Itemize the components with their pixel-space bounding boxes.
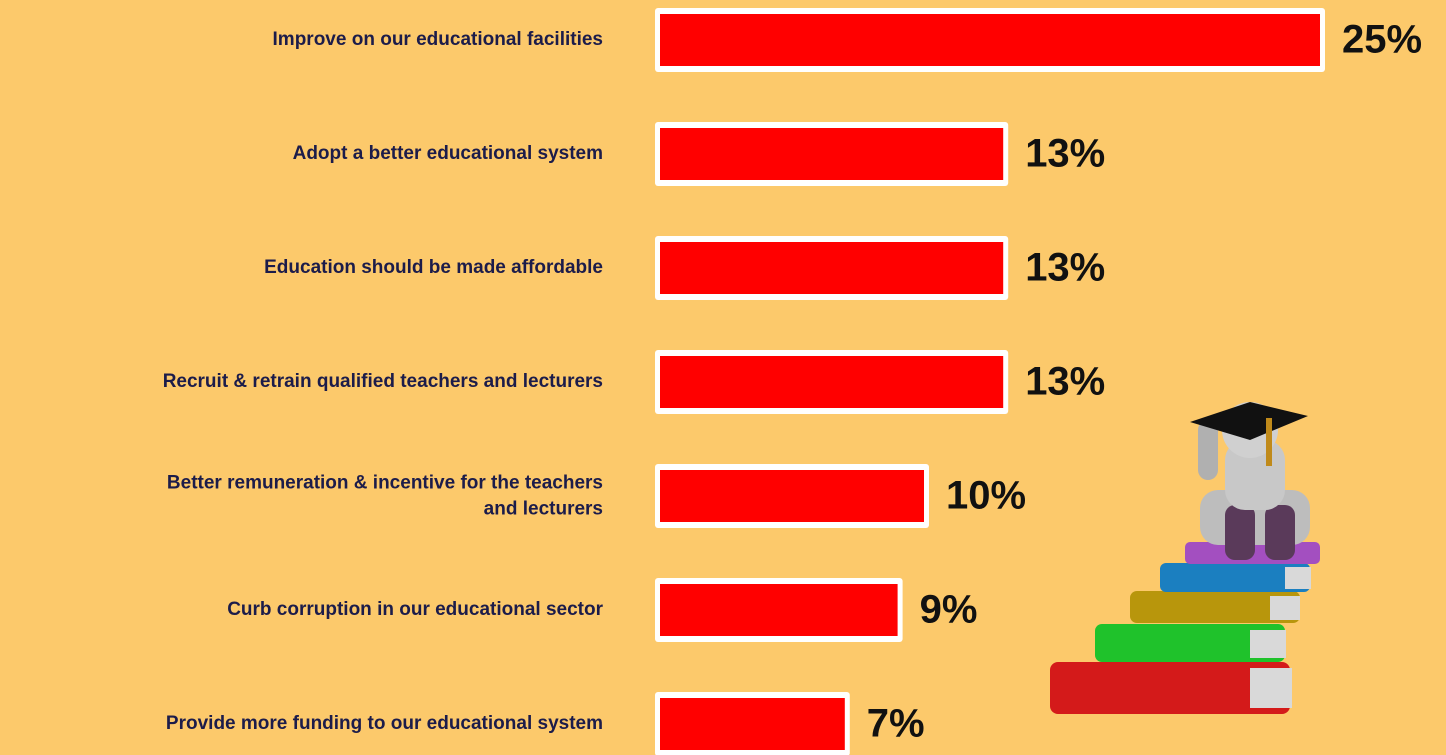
value-label: 13% bbox=[1025, 246, 1105, 290]
bar bbox=[660, 584, 898, 636]
value-label: 7% bbox=[867, 702, 925, 746]
category-label: Education should be made affordable bbox=[264, 257, 603, 279]
category-label: Provide more funding to our educational … bbox=[165, 713, 603, 735]
bar bbox=[660, 14, 1320, 66]
value-label: 13% bbox=[1025, 132, 1105, 176]
category-label: Better remuneration & incentive for the … bbox=[166, 472, 603, 519]
value-label: 10% bbox=[946, 474, 1026, 518]
value-label: 25% bbox=[1342, 18, 1422, 62]
bar bbox=[660, 470, 924, 522]
value-label: 13% bbox=[1025, 360, 1105, 404]
bar bbox=[660, 242, 1004, 294]
category-label: Adopt a better educational system bbox=[292, 143, 603, 165]
bar bbox=[660, 128, 1004, 180]
bar bbox=[660, 356, 1004, 408]
value-label: 9% bbox=[920, 588, 978, 632]
illustration bbox=[1050, 402, 1320, 714]
category-label: Curb corruption in our educational secto… bbox=[227, 599, 603, 621]
bar bbox=[660, 698, 845, 750]
category-label: Improve on our educational facilities bbox=[272, 29, 603, 51]
category-label: Recruit & retrain qualified teachers and… bbox=[162, 371, 603, 393]
